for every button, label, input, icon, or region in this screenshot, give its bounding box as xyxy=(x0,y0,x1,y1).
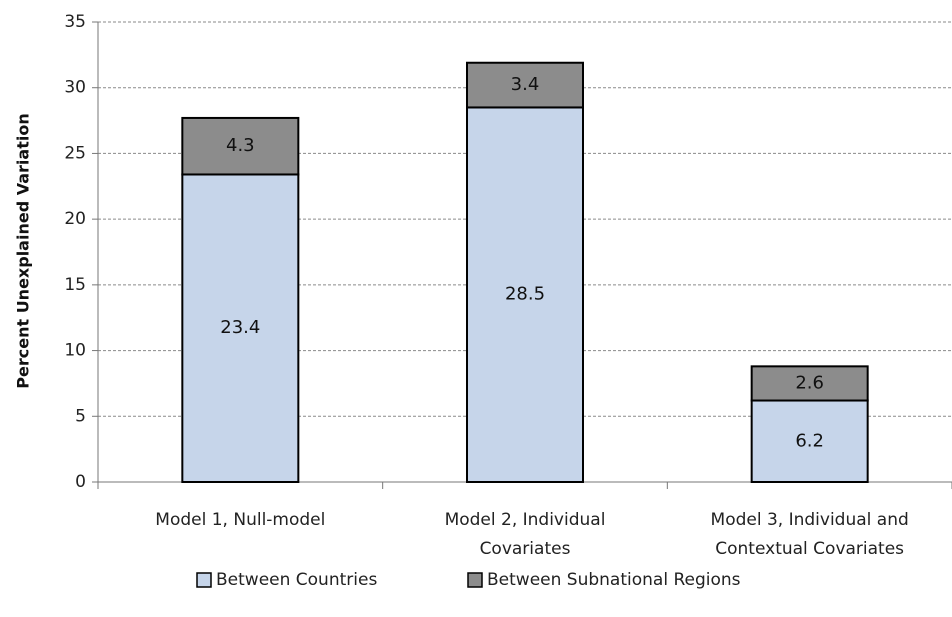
legend-swatch xyxy=(467,572,483,588)
category-label: Covariates xyxy=(480,539,571,559)
data-label: 23.4 xyxy=(220,317,260,338)
bar-segment xyxy=(750,365,869,402)
axes: 0 5 10 15 20 25 30 35 Model 1, Null-model Model 2… xyxy=(64,12,952,559)
legend-entry-label: Between Subnational Regions xyxy=(487,570,741,590)
category-label: Model 2, Individual xyxy=(445,510,606,530)
data-label: 6.2 xyxy=(795,430,824,451)
bar-segment xyxy=(181,116,300,176)
bar-segment xyxy=(466,106,584,484)
category-label: Model 1, Null-model xyxy=(155,510,325,530)
bar-segment xyxy=(466,61,584,109)
bar-segment xyxy=(181,173,300,483)
data-label: 2.6 xyxy=(795,372,824,393)
legend-swatch xyxy=(196,572,212,588)
legend-entry-label: Between Countries xyxy=(216,570,377,590)
y-tick-label: 0 xyxy=(75,472,86,492)
bars xyxy=(181,61,869,484)
y-axis-title: Percent Unexplained Variation xyxy=(14,113,33,388)
data-label: 3.4 xyxy=(511,74,540,95)
y-tick-label: 35 xyxy=(64,12,86,32)
y-tick-label: 30 xyxy=(64,78,86,98)
y-tick-label: 20 xyxy=(64,209,86,229)
data-label: 4.3 xyxy=(226,135,255,156)
category-label: Contextual Covariates xyxy=(715,539,904,559)
category-label: Model 3, Individual and xyxy=(711,510,909,530)
y-tick-label: 5 xyxy=(75,406,86,426)
y-tick-label: 25 xyxy=(64,143,86,163)
legend: Between Countries Between Subnational Reg… xyxy=(196,570,741,590)
y-tick-label: 10 xyxy=(64,341,86,361)
data-label: 28.5 xyxy=(505,284,545,305)
data-labels: 23.4 4.3 28.5 3.4 6.2 2.6 xyxy=(220,74,824,451)
y-tick-label: 15 xyxy=(64,275,86,295)
